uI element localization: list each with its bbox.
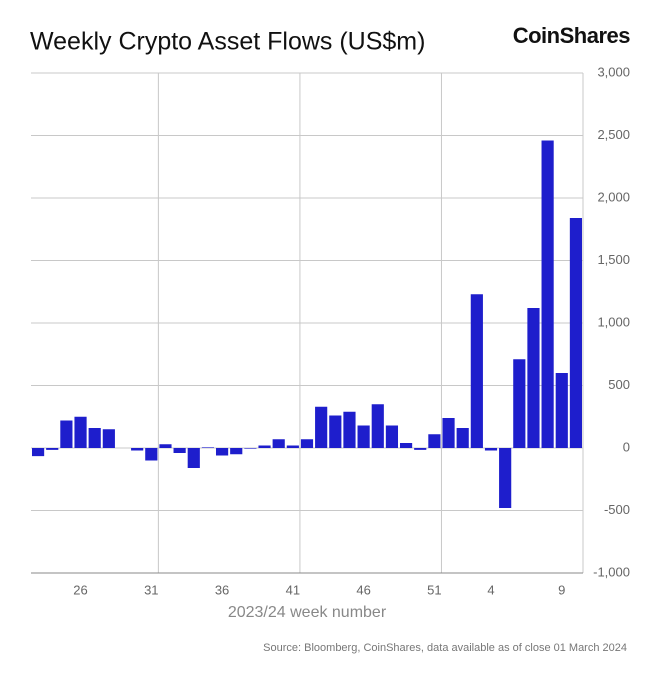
bar	[159, 444, 172, 448]
brand-logo: CoinShares	[513, 23, 631, 48]
bar	[244, 448, 257, 449]
y-tick-label: 1,000	[597, 314, 630, 329]
bar	[414, 448, 427, 450]
bar	[131, 448, 144, 451]
bar	[258, 445, 271, 448]
bar	[371, 404, 384, 448]
bar	[286, 445, 299, 448]
bar	[499, 448, 512, 508]
bar	[315, 406, 328, 448]
bar	[46, 448, 59, 450]
bar	[329, 415, 342, 448]
bar	[272, 439, 285, 448]
x-tick-label: 36	[215, 582, 229, 597]
bar	[456, 428, 469, 448]
x-tick-label: 51	[427, 582, 441, 597]
x-axis-label: 2023/24 week number	[228, 604, 387, 621]
y-tick-label: -500	[604, 502, 630, 517]
x-tick-label: 26	[73, 582, 87, 597]
x-tick-label: 41	[286, 582, 300, 597]
y-tick-label: 1,500	[597, 252, 630, 267]
bar	[74, 416, 87, 448]
bar	[201, 447, 215, 448]
y-tick-label: -1,000	[593, 564, 630, 579]
bar	[385, 425, 399, 448]
bar	[569, 218, 583, 448]
y-tick-label: 0	[623, 439, 630, 454]
bar	[102, 429, 115, 448]
bar	[484, 448, 498, 451]
bar	[513, 359, 526, 448]
bar	[428, 434, 441, 448]
source-note: Source: Bloomberg, CoinShares, data avai…	[263, 642, 627, 654]
chart-title: Weekly Crypto Asset Flows (US$m)	[30, 28, 425, 56]
x-tick-label: 9	[558, 582, 565, 597]
bar	[60, 420, 73, 448]
bar	[173, 448, 186, 453]
bar	[343, 411, 356, 448]
bar	[145, 448, 158, 461]
bar	[31, 448, 45, 457]
bar	[555, 373, 568, 448]
x-tick-label: 4	[487, 582, 494, 597]
bar	[300, 439, 314, 448]
bar	[187, 448, 200, 468]
bar	[215, 448, 229, 456]
bar	[527, 308, 540, 448]
y-tick-label: 500	[608, 377, 630, 392]
x-tick-label: 46	[356, 582, 370, 597]
y-tick-label: 2,500	[597, 127, 630, 142]
bar	[230, 448, 243, 455]
bar	[470, 294, 483, 448]
bar	[357, 425, 370, 448]
y-tick-label: 2,000	[597, 189, 630, 204]
y-tick-label: 3,000	[597, 64, 630, 79]
bar	[88, 428, 101, 448]
bar	[442, 418, 455, 448]
bar	[399, 443, 413, 448]
x-tick-label: 31	[144, 582, 158, 597]
bar	[541, 140, 554, 448]
